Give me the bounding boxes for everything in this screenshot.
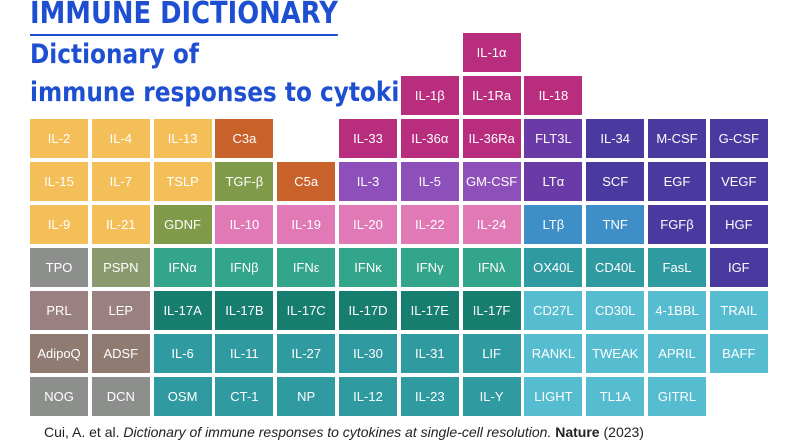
cytokine-cell: BAFF [709, 334, 768, 373]
citation-article: Dictionary of immune responses to cytoki… [123, 424, 552, 440]
cytokine-cell: IL-17C [277, 291, 336, 330]
cytokine-cell: IL-11 [215, 334, 274, 373]
cytokine-cell: IL-18 [524, 76, 583, 115]
cytokine-cell: PSPN [91, 248, 150, 287]
cytokine-cell: TNF [586, 205, 645, 244]
cytokine-cell: LTβ [524, 205, 583, 244]
cytokine-cell: TRAIL [709, 291, 768, 330]
cytokine-cell: EGF [648, 162, 706, 201]
citation-authors: Cui, A. et al. [44, 424, 120, 440]
cytokine-cell: LTα [524, 162, 583, 201]
cytokine-cell: IL-33 [339, 119, 397, 158]
cytokine-cell: CD27L [524, 291, 583, 330]
cytokine-cell: GITRL [648, 377, 706, 416]
cytokine-cell: CT-1 [215, 377, 274, 416]
cytokine-cell: IL-1α [462, 33, 521, 72]
cytokine-cell: IL-15 [30, 162, 88, 201]
cytokine-cell: M-CSF [648, 119, 706, 158]
cytokine-cell: IFNγ [400, 248, 459, 287]
cytokine-cell: IFNε [277, 248, 336, 287]
citation-year: (2023) [603, 424, 644, 440]
cytokine-cell: IL-6 [153, 334, 212, 373]
cytokine-cell: ADSF [91, 334, 150, 373]
cytokine-cell: TL1A [586, 377, 645, 416]
cytokine-cell: IFNβ [215, 248, 274, 287]
cytokine-cell: GDNF [153, 205, 212, 244]
cytokine-cell: OX40L [524, 248, 583, 287]
cytokine-cell: IL-5 [400, 162, 459, 201]
cytokine-cell: IL-7 [91, 162, 150, 201]
cytokine-cell: TSLP [153, 162, 212, 201]
cytokine-cell: IL-4 [91, 119, 150, 158]
citation: Cui, A. et al. Dictionary of immune resp… [44, 424, 644, 440]
cytokine-cell: IL-17F [462, 291, 521, 330]
cytokine-cell: GM-CSF [462, 162, 521, 201]
cytokine-cell: IGF [709, 248, 768, 287]
cytokine-cell: AdipoQ [30, 334, 88, 373]
cytokine-cell: SCF [586, 162, 645, 201]
cytokine-cell: IL-Y [462, 377, 521, 416]
cytokine-cell: IL-9 [30, 205, 88, 244]
page-title: IMMUNE DICTIONARY [30, 0, 338, 36]
cytokine-cell: IL-21 [91, 205, 150, 244]
cytokine-cell: LEP [91, 291, 150, 330]
cytokine-cell: IL-13 [153, 119, 212, 158]
cytokine-cell: TGF-β [215, 162, 274, 201]
cytokine-cell: CD30L [586, 291, 645, 330]
cytokine-cell: IL-10 [215, 205, 274, 244]
cytokine-cell: IL-17A [153, 291, 212, 330]
cytokine-cell: IL-17D [339, 291, 397, 330]
cytokine-cell: IL-30 [339, 334, 397, 373]
cytokine-cell: RANKL [524, 334, 583, 373]
cytokine-cell: FLT3L [524, 119, 583, 158]
cytokine-cell: IL-27 [277, 334, 336, 373]
cytokine-cell: APRIL [648, 334, 706, 373]
cytokine-cell: HGF [709, 205, 768, 244]
cytokine-cell: C5a [277, 162, 336, 201]
cytokine-cell: IL-22 [400, 205, 459, 244]
cytokine-cell: IFNα [153, 248, 212, 287]
cytokine-cell: PRL [30, 291, 88, 330]
page-subtitle-line-2: immune responses to cytokines [30, 77, 446, 108]
cytokine-cell: IL-1Ra [462, 76, 521, 115]
page-subtitle-line-1: Dictionary of [30, 39, 199, 70]
cytokine-cell: NP [277, 377, 336, 416]
cytokine-cell: OSM [153, 377, 212, 416]
cytokine-cell: IFNκ [339, 248, 397, 287]
cytokine-cell: IL-34 [586, 119, 645, 158]
cytokine-cell: IL-12 [339, 377, 397, 416]
cytokine-cell: LIGHT [524, 377, 583, 416]
cytokine-cell: IL-2 [30, 119, 88, 158]
cytokine-cell: LIF [462, 334, 521, 373]
citation-journal: Nature [555, 424, 600, 440]
cytokine-cell: IL-31 [400, 334, 459, 373]
cytokine-cell: C3a [215, 119, 274, 158]
cytokine-cell: IFNλ [462, 248, 521, 287]
cytokine-cell: FGFβ [648, 205, 706, 244]
cytokine-cell: IL-36Ra [462, 119, 521, 158]
cytokine-cell: IL-24 [462, 205, 521, 244]
cytokine-cell: IL-20 [339, 205, 397, 244]
cytokine-cell: IL-36α [400, 119, 459, 158]
cytokine-cell: IL-17E [400, 291, 459, 330]
cytokine-cell: IL-23 [400, 377, 459, 416]
cytokine-cell: FasL [648, 248, 706, 287]
cytokine-cell: VEGF [709, 162, 768, 201]
cytokine-cell: NOG [30, 377, 88, 416]
cytokine-cell: G-CSF [709, 119, 768, 158]
cytokine-cell: DCN [91, 377, 150, 416]
cytokine-cell: TWEAK [586, 334, 645, 373]
cytokine-cell: IL-3 [339, 162, 397, 201]
cytokine-cell: 4-1BBL [648, 291, 706, 330]
cytokine-cell: IL-19 [277, 205, 336, 244]
cytokine-cell: TPO [30, 248, 88, 287]
cytokine-cell: CD40L [586, 248, 645, 287]
cytokine-cell: IL-17B [215, 291, 274, 330]
cytokine-cell: IL-1β [400, 76, 459, 115]
